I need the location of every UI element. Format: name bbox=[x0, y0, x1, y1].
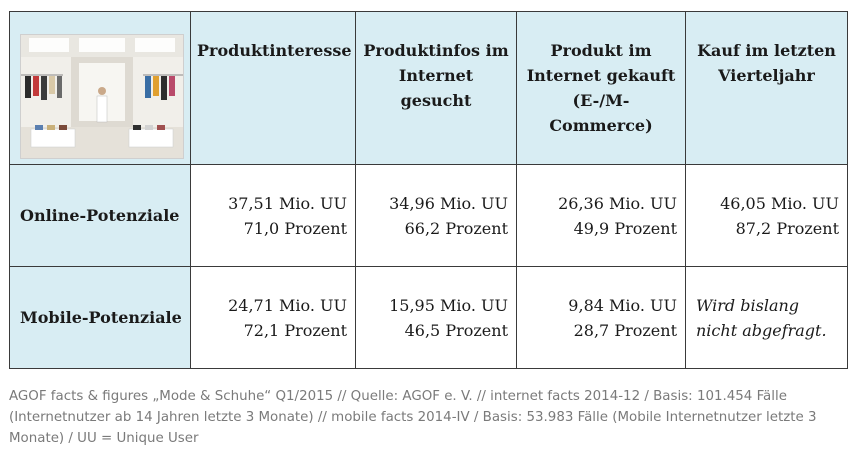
cell-online-quarter: 46,05 Mio. UU 87,2 Prozent bbox=[685, 164, 848, 267]
cell-value: 46,05 Mio. UU bbox=[720, 193, 839, 213]
column-header-line: Produktinfos im bbox=[363, 41, 509, 60]
row-label-mobile: Mobile-Potenziale bbox=[9, 266, 191, 369]
cell-mobile-quarter: Wird bislang nicht abgefragt. bbox=[685, 266, 848, 369]
cell-mobile-info: 15,95 Mio. UU 46,5 Prozent bbox=[355, 266, 517, 369]
cell-online-interest: 37,51 Mio. UU 71,0 Prozent bbox=[190, 164, 356, 267]
column-header-line: Produktinteresse bbox=[197, 41, 352, 60]
cell-percent: 46,5 Prozent bbox=[404, 320, 508, 340]
cell-percent: 87,2 Prozent bbox=[735, 218, 839, 238]
cell-online-info: 34,96 Mio. UU 66,2 Prozent bbox=[355, 164, 517, 267]
cell-online-bought: 26,36 Mio. UU 49,9 Prozent bbox=[516, 164, 686, 267]
column-header-line: Produkt im bbox=[550, 41, 652, 60]
column-header-line: Kauf im letzten bbox=[697, 41, 836, 60]
cell-value: 24,71 Mio. UU bbox=[228, 295, 347, 315]
not-asked-line: Wird bislang bbox=[696, 295, 800, 315]
cell-percent: 49,9 Prozent bbox=[573, 218, 677, 238]
column-header-4: Kauf im letzten Vierteljahr bbox=[685, 11, 848, 165]
column-header-line: Commerce) bbox=[549, 116, 653, 135]
cell-value: 34,96 Mio. UU bbox=[389, 193, 508, 213]
header-image-cell bbox=[9, 11, 191, 165]
cell-percent: 71,0 Prozent bbox=[243, 218, 347, 238]
column-header-line: Internet gesucht bbox=[398, 66, 474, 110]
column-header-3: Produkt im Internet gekauft (E-/M- Comme… bbox=[516, 11, 686, 165]
cell-percent: 66,2 Prozent bbox=[404, 218, 508, 238]
column-header-line: Internet gekauft bbox=[526, 66, 676, 85]
data-table: Produktinteresse Produktinfos im Interne… bbox=[9, 11, 848, 369]
cell-value: 26,36 Mio. UU bbox=[558, 193, 677, 213]
cell-percent: 72,1 Prozent bbox=[243, 320, 347, 340]
column-header-2: Produktinfos im Internet gesucht bbox=[355, 11, 517, 165]
column-header-line: (E-/M- bbox=[572, 91, 630, 110]
column-header-1: Produktinteresse bbox=[190, 11, 356, 165]
cell-mobile-bought: 9,84 Mio. UU 28,7 Prozent bbox=[516, 266, 686, 369]
source-footnote: AGOF facts & figures „Mode & Schuhe“ Q1/… bbox=[9, 389, 817, 446]
cell-value: 37,51 Mio. UU bbox=[228, 193, 347, 213]
cell-mobile-interest: 24,71 Mio. UU 72,1 Prozent bbox=[190, 266, 356, 369]
cell-percent: 28,7 Prozent bbox=[573, 320, 677, 340]
column-header-line: Vierteljahr bbox=[718, 66, 815, 85]
cell-value: 15,95 Mio. UU bbox=[389, 295, 508, 315]
cell-value: 9,84 Mio. UU bbox=[568, 295, 677, 315]
store-photo bbox=[20, 33, 184, 159]
not-asked-line: nicht abgefragt. bbox=[696, 320, 827, 340]
row-label-online: Online-Potenziale bbox=[9, 164, 191, 267]
